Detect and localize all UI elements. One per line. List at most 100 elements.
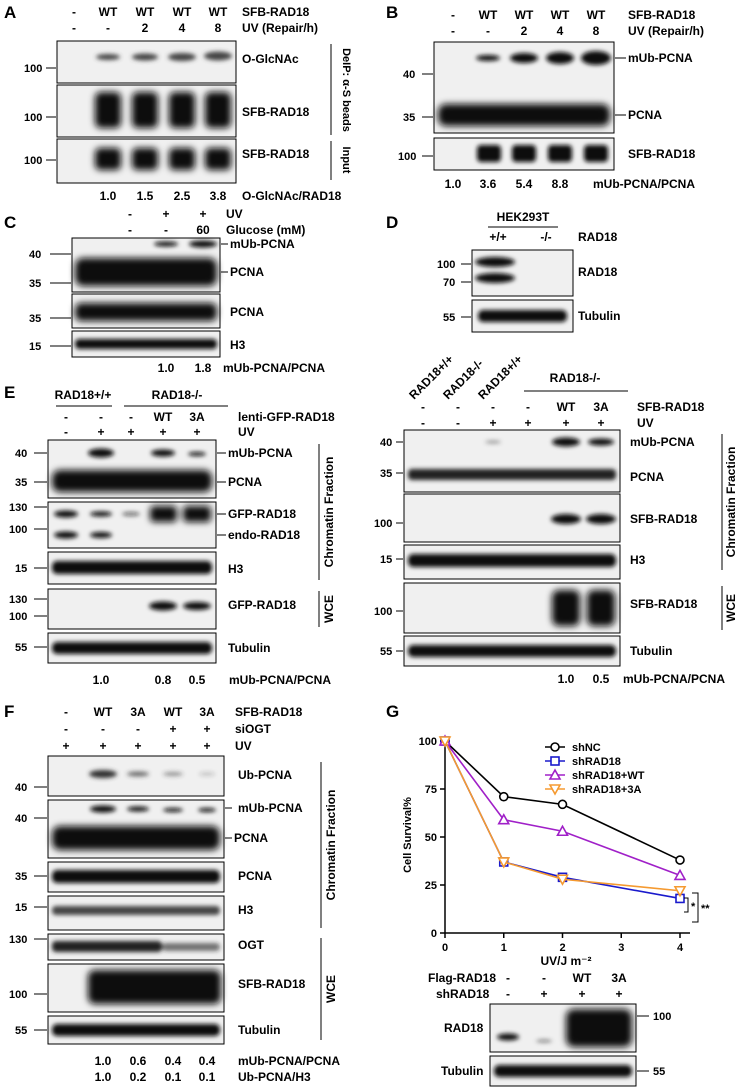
e-band-endo: endo-RAD18 [228,528,300,542]
d-sfb-l2: - [456,400,460,414]
f-mw-2: 40 [15,813,27,825]
d-lmw-2: 35 [380,468,392,480]
panel-letter-g: G [386,702,399,721]
a-sfb-lane1: - [72,5,76,19]
d-group-label: RAD18-/- [550,371,601,385]
chart-ylabel: Cell Survival% [402,797,414,873]
panel-letter-d: D [386,213,398,232]
f-sfb-l4: WT [164,705,183,719]
f-si-l5: + [203,722,210,736]
e-mw-8: 55 [15,642,27,654]
data-point-shNC [557,799,568,810]
f-si-l2: - [101,722,105,736]
chart-xlabel: UV/J m⁻² [540,954,591,968]
f-band-ogt: OGT [238,938,265,952]
e-mw-2: 35 [15,477,27,489]
legend-marker [548,784,562,796]
f-mw-5: 130 [9,934,27,946]
d-blot-pcna [403,429,621,493]
e-mw-6: 130 [9,594,27,606]
f-uv-l1: + [62,739,69,753]
d-band-tubulin: Tubulin [578,309,620,323]
g-flag-l4: 3A [611,971,627,985]
d-lmw-6: 55 [380,646,392,658]
f-r2-4: 0.1 [199,1070,216,1084]
f-ratio1-label: mUb-PCNA/PCNA [238,1054,340,1068]
e-side-wce: WCE [322,595,336,623]
b-band-sfb: SFB-RAD18 [628,147,696,161]
b-row2-label: UV (Repair/h) [628,24,704,38]
x-tick-label: 3 [618,942,624,954]
e-ratio-2: 0.8 [155,673,172,687]
a-uv-lane2: - [106,21,110,35]
legend-label: shRAD18 [572,756,621,768]
f-r1-3: 0.4 [165,1054,182,1068]
a-sfb-lane5: WT [209,5,228,19]
g-row1-label: Flag-RAD18 [428,971,496,985]
d-sfb-l4: - [526,400,530,414]
c-uv-lane2: + [162,207,169,221]
c-ratio-1: 1.0 [158,361,175,375]
b-mw-2: 35 [403,112,415,124]
a-uv-lane5: 8 [215,21,222,35]
series-line-shRAD18+3A [444,740,681,892]
a-ratio-3: 2.5 [174,189,191,203]
e-mw-4: 100 [9,524,27,536]
d-uv-l4: + [524,416,531,430]
a-mw-1: 100 [24,63,42,75]
b-band-mub: mUb-PCNA [628,51,693,65]
d-mw-1: 100 [437,259,455,271]
f-r1-2: 0.6 [130,1054,147,1068]
e-lenti-l3: - [129,410,133,424]
c-glu-lane1: - [128,223,132,237]
a-ratio-4: 3.8 [210,189,227,203]
e-mw-3: 130 [9,502,27,514]
g-sh-l3: + [578,987,585,1001]
a-sfb-lane4: WT [173,5,192,19]
f-band-sfb: SFB-RAD18 [238,977,306,991]
f-uv-l5: + [203,739,210,753]
d-lband-pcna: PCNA [630,470,664,484]
c-ratio-label: mUb-PCNA/PCNA [223,361,325,375]
d-mw-3: 55 [443,312,455,324]
panel-letter-e: E [4,383,15,402]
legend-label: shRAD18+WT [572,770,645,782]
b-uv-lane3: 2 [521,24,528,38]
e-uv-l5: + [193,425,200,439]
e-row1-label: lenti-GFP-RAD18 [238,410,335,424]
c-mw-2: 35 [29,278,41,290]
g-sh-l1: - [506,987,510,1001]
y-tick-label: 100 [419,736,437,748]
c-glu-lane3: 60 [196,223,210,237]
x-tick-label: 0 [442,942,448,954]
c-mw-4: 15 [29,341,41,353]
x-tick-label: 4 [677,942,684,954]
series-line-shRAD18+WT [444,740,681,877]
b-ratio-2: 3.6 [480,177,497,191]
f-uv-l4: + [169,739,176,753]
panel-letter-b: B [386,3,398,22]
d-uv-l6: + [597,416,604,430]
e-uv-l3: + [127,425,134,439]
f-band-pcna2: PCNA [238,869,272,883]
e-band-tubulin: Tubulin [228,641,270,655]
panel-letter-a: A [4,3,16,22]
a-row1-label: SFB-RAD18 [242,5,310,19]
sig-bracket-2 [692,892,699,923]
survival-chart: 0 1 2 3 4 0 25 50 75 100 shNC shRAD18 shRAD18+WT shR… [402,734,710,968]
panel-letter-f: F [4,702,14,721]
a-ratio-label: O-GlcNAc/RAD18 [242,189,342,203]
d-ratio-label: mUb-PCNA/PCNA [623,672,725,686]
a-side-deip: DeIP: α-S beads [340,48,352,132]
g-mw-1: 100 [653,1011,671,1023]
f-band-pcna: PCNA [234,831,268,845]
b-band-pcna: PCNA [628,108,662,122]
c-glu-lane2: - [164,223,168,237]
e-lenti-l2: - [99,410,103,424]
d-side-wce: WCE [724,594,738,622]
b-ratio-label: mUb-PCNA/PCNA [593,177,695,191]
b-uv-lane5: 8 [593,24,600,38]
c-band-h3: H3 [230,338,246,352]
f-band-mub: mUb-PCNA [238,801,303,815]
